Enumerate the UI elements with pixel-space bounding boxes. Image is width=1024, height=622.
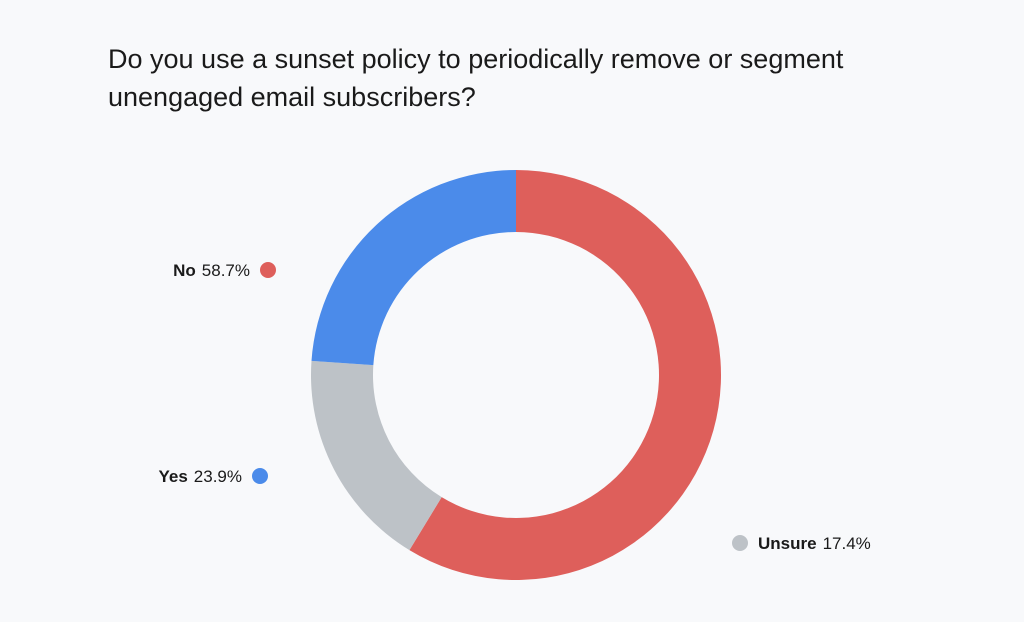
slice-label-name: Yes — [158, 467, 187, 486]
slice-label-no: No 58.7% — [173, 261, 250, 280]
donut-slices — [311, 170, 721, 580]
slice-label-name: No — [173, 261, 196, 280]
slice-yes — [311, 170, 516, 366]
slice-unsure — [311, 360, 442, 551]
legend-dot-no — [260, 262, 276, 278]
legend-dot-unsure — [732, 535, 748, 551]
slice-label-yes: Yes 23.9% — [158, 467, 242, 486]
chart-title: Do you use a sunset policy to periodical… — [108, 44, 844, 112]
slice-label-name: Unsure — [758, 534, 817, 553]
slice-no — [409, 170, 721, 580]
legend-dot-yes — [252, 468, 268, 484]
slice-labels: No 58.7% Unsure 17.4% Yes 23.9% — [158, 261, 870, 553]
slice-label-unsure: Unsure 17.4% — [758, 534, 871, 553]
slice-label-value: 23.9% — [194, 467, 242, 486]
slice-label-value: 17.4% — [823, 534, 871, 553]
slice-label-value: 58.7% — [202, 261, 250, 280]
